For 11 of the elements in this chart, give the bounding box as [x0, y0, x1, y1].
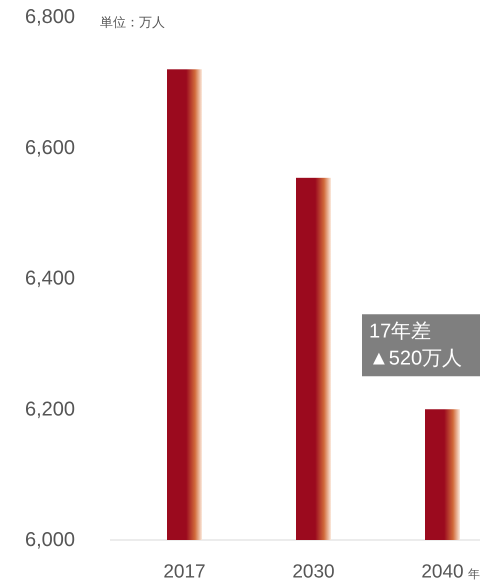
y-tick-label: 6,800 [24, 6, 76, 28]
x-tick-label: 2030 [292, 562, 335, 582]
y-tick-label: 6,400 [24, 268, 76, 290]
annotation: 17年差 ▲520万人 [369, 320, 462, 370]
y-tick-label: 6,000 [24, 529, 76, 551]
annotation: 単位：万人 [100, 14, 165, 30]
y-tick-label: 6,200 [24, 398, 76, 420]
x-tick-label: 2040 [421, 562, 464, 582]
x-tick-label: 2017 [163, 562, 206, 582]
y-tick-label: 6,600 [24, 136, 76, 159]
x-axis-title: 年 [468, 567, 480, 581]
